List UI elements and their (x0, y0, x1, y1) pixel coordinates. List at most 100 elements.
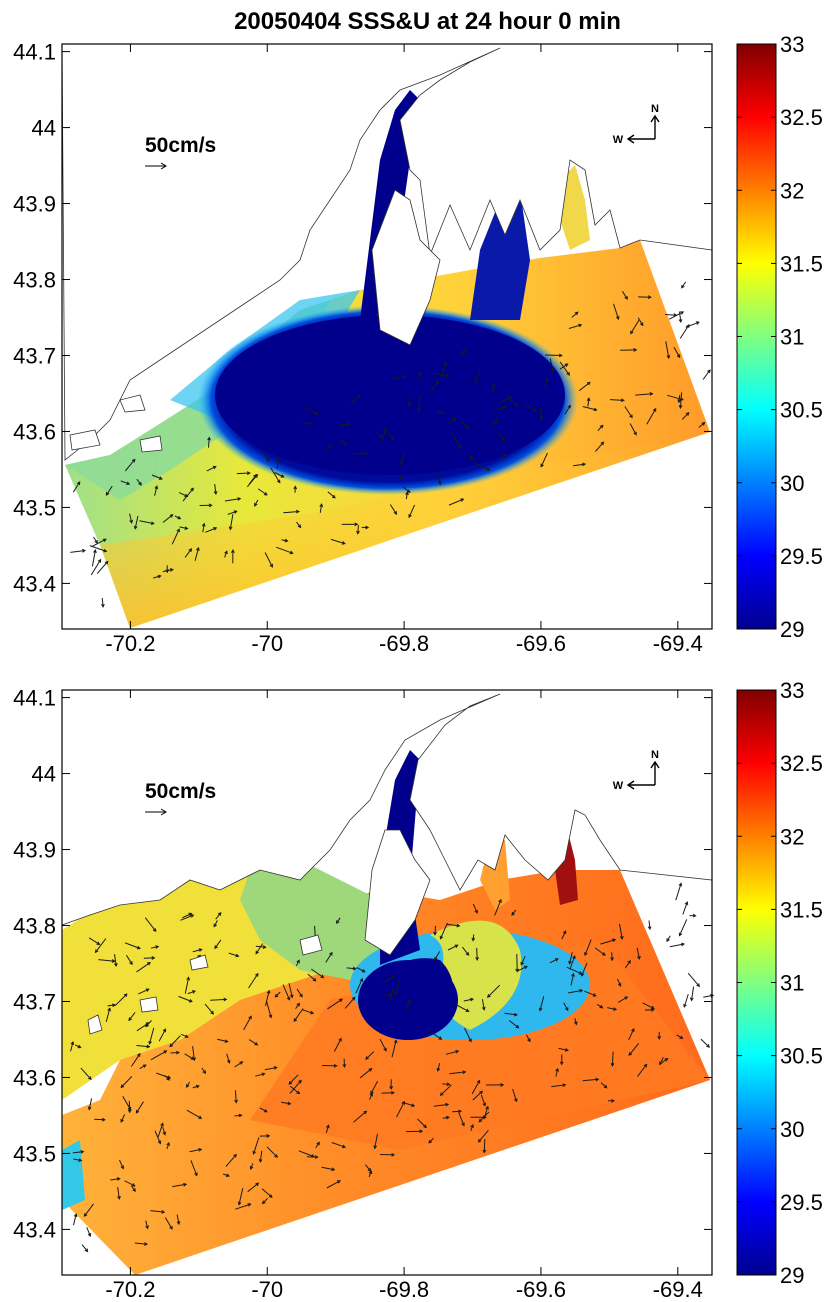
velocity-arrowhead (408, 514, 412, 519)
velocity-arrowhead (438, 1036, 443, 1040)
velocity-arrow (493, 406, 506, 411)
velocity-arrowhead (162, 1028, 166, 1033)
velocity-arrowhead (248, 1015, 252, 1020)
velocity-arrow (225, 1154, 237, 1167)
velocity-arrowhead (443, 361, 448, 366)
compass-north-arrowhead (650, 114, 660, 123)
velocity-arrow (434, 951, 441, 961)
velocity-arrow (611, 1051, 614, 1066)
velocity-arrow (679, 324, 690, 339)
velocity-arrowhead (356, 530, 360, 535)
velocity-arrow (346, 967, 356, 970)
velocity-arrow (357, 525, 359, 534)
velocity-arrow (502, 454, 505, 461)
velocity-arrow (281, 539, 288, 542)
velocity-arrowhead (647, 926, 652, 931)
velocity-arrowhead (680, 311, 685, 315)
velocity-arrow (120, 1075, 133, 1088)
y-tick-label: 43.7 (13, 343, 56, 368)
velocity-arrow (136, 962, 151, 973)
velocity-arrowhead (684, 901, 689, 906)
velocity-arrow (698, 422, 705, 428)
velocity-arrow (559, 363, 568, 370)
velocity-arrowhead (649, 392, 654, 396)
velocity-arrow (617, 978, 622, 987)
velocity-arrowhead (254, 1041, 259, 1046)
velocity-arrow (119, 1159, 124, 1169)
velocity-arrow (555, 1068, 559, 1077)
velocity-arrow (145, 1020, 152, 1027)
velocity-arrow (504, 1012, 517, 1016)
velocity-arrow (374, 1133, 378, 1149)
velocity-arrow (73, 1213, 77, 1226)
velocity-arrowhead (176, 1050, 181, 1055)
velocity-arrowhead (213, 527, 218, 531)
velocity-arrow (134, 1242, 148, 1245)
velocity-arrow (154, 486, 158, 496)
velocity-arrow (114, 993, 128, 1007)
velocity-arrowhead (336, 920, 340, 925)
velocity-arrow (153, 575, 161, 579)
velocity-arrow (452, 433, 462, 449)
vector-scale-label: 50cm/s (145, 134, 216, 157)
velocity-arrowhead (445, 1102, 450, 1107)
velocity-arrowhead (540, 463, 544, 468)
velocity-arrow (289, 1080, 302, 1094)
velocity-arrowhead (471, 937, 476, 942)
velocity-arrowhead (600, 441, 605, 446)
velocity-arrow (448, 498, 464, 506)
velocity-arrow (609, 399, 624, 401)
velocity-arrow (333, 1038, 342, 1052)
velocity-arrowhead (105, 491, 110, 496)
velocity-arrow (600, 1082, 608, 1089)
velocity-arrowhead (320, 974, 325, 979)
velocity-arrow (194, 547, 199, 561)
velocity-arrow (646, 408, 657, 425)
velocity-arrowhead (469, 455, 474, 460)
velocity-arrow (676, 1034, 683, 1039)
velocity-arrow (564, 405, 571, 415)
x-tick-label: -70.2 (105, 1277, 155, 1302)
velocity-arrowhead (513, 1012, 518, 1017)
velocity-arrowhead (470, 1123, 474, 1128)
velocity-arrow (136, 1045, 150, 1048)
velocity-arrow (80, 1067, 92, 1080)
velocity-arrow (91, 538, 107, 548)
velocity-arrowhead (314, 411, 319, 415)
velocity-arrowhead (112, 1003, 117, 1008)
compass-west-arrowhead (626, 134, 635, 144)
velocity-arrowhead (666, 938, 670, 943)
velocity-arrow (628, 1028, 635, 1041)
velocity-arrowhead (630, 330, 634, 335)
y-tick-label: 43.8 (13, 914, 56, 939)
velocity-arrowhead (132, 1188, 136, 1193)
velocity-arrowhead (455, 1049, 460, 1054)
eastern-channel (470, 190, 530, 320)
velocity-arrow (70, 1041, 74, 1052)
velocity-arrow (246, 474, 258, 488)
velocity-arrowhead (299, 993, 303, 998)
velocity-arrow (321, 1166, 335, 1171)
velocity-arrowhead (94, 949, 99, 954)
velocity-arrow (487, 984, 501, 998)
velocity-arrowhead (261, 1072, 266, 1077)
velocity-arrowhead (107, 1007, 111, 1012)
velocity-arrowhead (428, 1139, 433, 1144)
velocity-arrowhead (592, 993, 597, 997)
velocity-arrowhead (297, 524, 302, 529)
velocity-arrow (445, 1050, 459, 1055)
velocity-arrow (261, 1188, 273, 1198)
velocity-arrow (139, 520, 154, 525)
velocity-arrowhead (167, 1075, 172, 1079)
velocity-arrow (673, 347, 681, 358)
velocity-arrow (105, 485, 113, 496)
velocity-arrow (208, 437, 210, 448)
velocity-arrowhead (452, 417, 457, 422)
velocity-arrowhead (310, 1010, 315, 1015)
velocity-arrowhead (198, 1148, 203, 1152)
velocity-arrow (72, 481, 81, 493)
velocity-arrow (389, 504, 397, 515)
velocity-arrowhead (276, 479, 281, 484)
velocity-arrow (327, 491, 336, 499)
